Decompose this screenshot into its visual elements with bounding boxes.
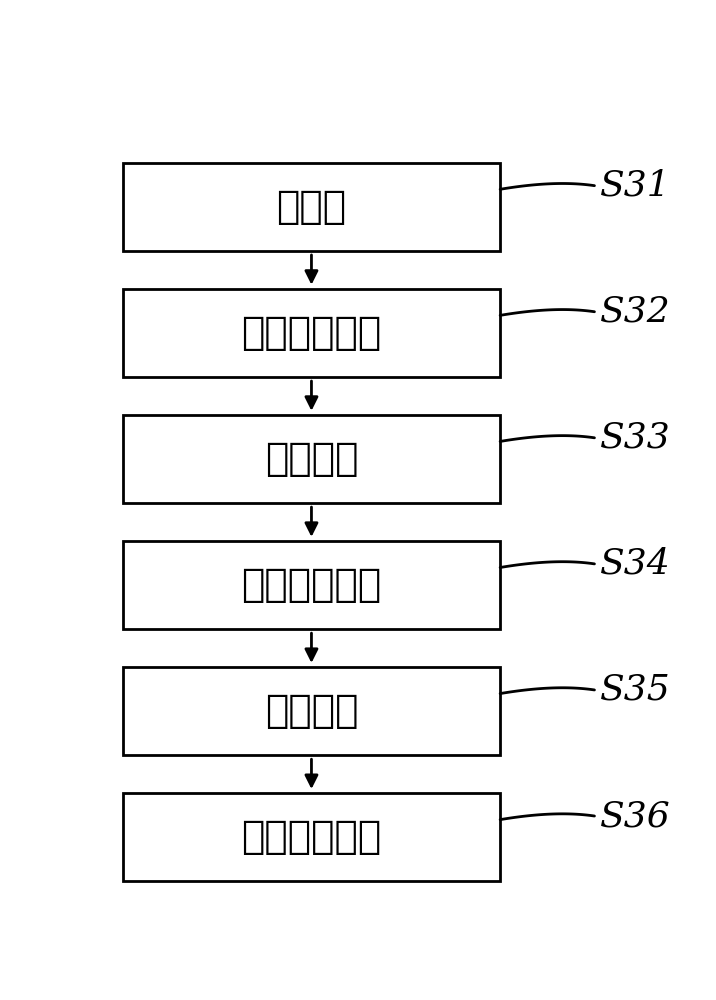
Bar [123, 289, 500, 377]
Text: 前净化: 前净化 [276, 188, 347, 226]
Bar [123, 541, 500, 629]
Text: 降温、开炉门: 降温、开炉门 [241, 818, 382, 856]
Bar [123, 415, 500, 503]
Bar [123, 793, 500, 881]
Text: 变温通源扩散: 变温通源扩散 [241, 566, 382, 604]
Text: S31: S31 [600, 169, 671, 203]
Bar [123, 667, 500, 755]
Text: S33: S33 [600, 421, 671, 455]
Bar [123, 163, 500, 251]
Text: 升温推进: 升温推进 [265, 440, 358, 478]
Text: 低温通源沉积: 低温通源沉积 [241, 314, 382, 352]
Text: S36: S36 [600, 799, 671, 833]
Text: S34: S34 [600, 547, 671, 581]
Text: S35: S35 [600, 673, 671, 707]
Text: S32: S32 [600, 295, 671, 329]
Text: 高温推进: 高温推进 [265, 692, 358, 730]
